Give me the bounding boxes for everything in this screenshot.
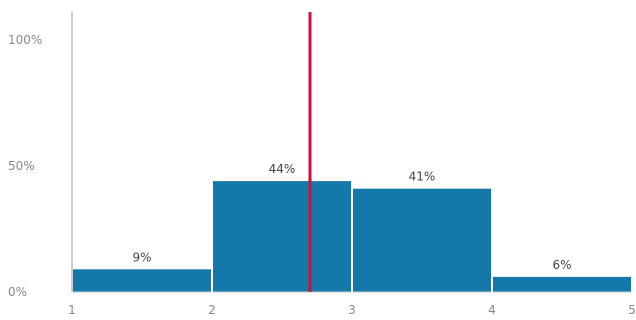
bar-3	[353, 188, 491, 292]
bar-value-label-4: 6%	[552, 258, 571, 272]
y-ticks-layer: 0% 50% 100%	[8, 33, 42, 299]
bar-value-label-2: 44%	[269, 162, 296, 176]
x-tick-label-5: 5	[628, 303, 636, 317]
x-ticks-layer: 1 2 3 4 5	[68, 303, 636, 317]
y-tick-label-50pct: 50%	[8, 159, 35, 173]
data-labels-layer: 9% 44% 41% 6%	[132, 162, 571, 272]
bar-value-label-1: 9%	[132, 250, 151, 264]
y-tick-label-100pct: 100%	[8, 33, 42, 47]
x-tick-label-2: 2	[208, 303, 216, 317]
x-tick-label-3: 3	[348, 303, 356, 317]
bar-4	[493, 276, 631, 292]
bars-layer	[73, 181, 631, 292]
bar-1	[73, 269, 211, 292]
y-tick-label-0pct: 0%	[8, 285, 27, 299]
x-tick-label-4: 4	[488, 303, 496, 317]
x-tick-label-1: 1	[68, 303, 76, 317]
bar-2	[213, 181, 351, 292]
bar-value-label-3: 41%	[409, 170, 436, 184]
